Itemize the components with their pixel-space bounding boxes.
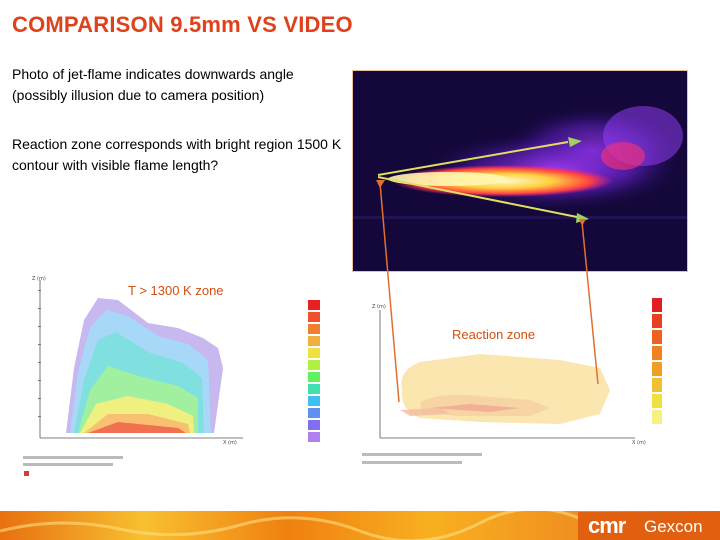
paragraph-reaction-zone: Reaction zone corresponds with bright re… bbox=[12, 136, 342, 173]
svg-text:Z (m): Z (m) bbox=[32, 276, 46, 282]
logo-cmr: cmr bbox=[588, 513, 626, 538]
jet-flame-photo bbox=[352, 70, 688, 272]
temperature-zone-label: T > 1300 K zone bbox=[128, 283, 224, 298]
svg-text:X (m): X (m) bbox=[632, 440, 646, 446]
slide-title: COMPARISON 9.5mm VS VIDEO bbox=[12, 12, 353, 37]
reaction-zone-label: Reaction zone bbox=[452, 327, 536, 342]
logo-background bbox=[578, 512, 720, 540]
reaction-zone-plot: Z (m) X (m) bbox=[362, 298, 662, 464]
temperature-contour-plot: X (m) Z (m) bbox=[23, 276, 320, 476]
svg-text:Z (m): Z (m) bbox=[372, 304, 386, 310]
svg-text:X (m): X (m) bbox=[223, 440, 237, 446]
logo-gexcon: Gexcon bbox=[644, 517, 703, 536]
paragraph-jet-flame: Photo of jet-flame indicates downwards a… bbox=[12, 66, 294, 103]
